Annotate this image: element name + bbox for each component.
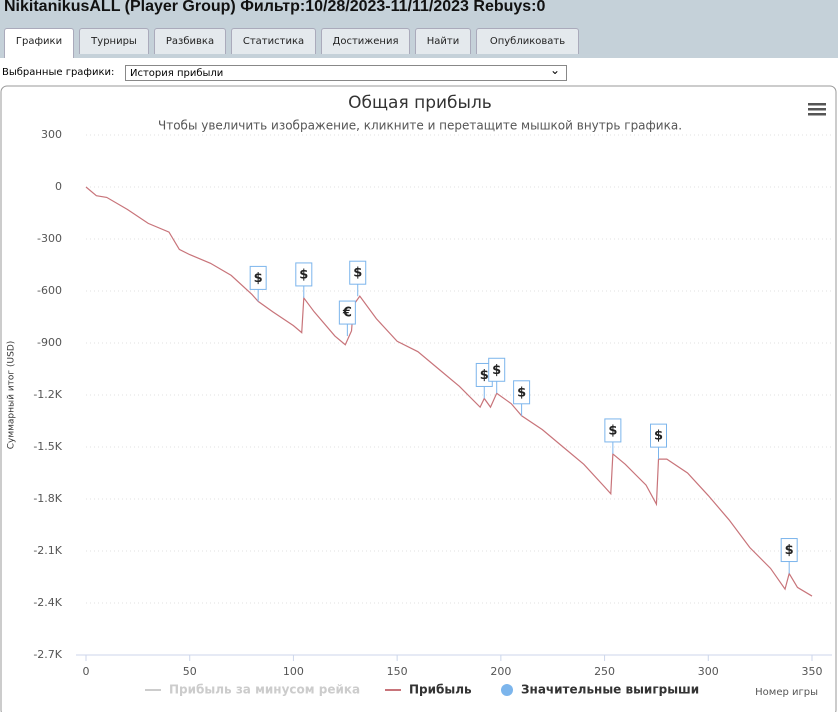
- header-title: NikitanikusALL (Player Group) Фильтр:10/…: [4, 0, 546, 15]
- y-tick-label: -2.1K: [33, 544, 62, 557]
- flag-label: $: [517, 385, 526, 400]
- flag-label: $: [492, 363, 501, 378]
- flag-label: $: [785, 543, 794, 558]
- menu-icon[interactable]: [808, 103, 826, 116]
- flag-box: [780, 538, 798, 563]
- tab[interactable]: Разбивка: [154, 28, 226, 54]
- flag-label: $: [299, 267, 308, 282]
- flag[interactable]: $: [295, 262, 313, 298]
- flag-box: [488, 357, 506, 382]
- profit-line: [85, 186, 813, 597]
- flag[interactable]: $: [604, 418, 622, 454]
- y-tick-label: -1.5K: [33, 440, 62, 453]
- flag-box: [349, 260, 367, 285]
- selector-label: Выбранные графики:: [2, 67, 115, 78]
- x-tick-label: 350: [802, 665, 823, 678]
- flag[interactable]: $: [488, 357, 506, 394]
- legend-label[interactable]: Прибыль: [409, 683, 472, 697]
- x-tick-label: 150: [387, 665, 408, 678]
- tab[interactable]: Найти: [415, 28, 471, 54]
- y-tick-label: 0: [55, 180, 62, 193]
- flag-label: $: [254, 271, 263, 286]
- chart-subtitle: Чтобы увеличить изображение, кликните и …: [158, 119, 682, 133]
- y-tick-label: -1.8K: [33, 492, 62, 505]
- y-axis-label: Суммарный итог (USD): [7, 341, 17, 450]
- tab[interactable]: Турниры: [79, 28, 149, 54]
- flag-label: $: [353, 266, 362, 281]
- x-tick-label: 50: [183, 665, 197, 678]
- flag[interactable]: $: [650, 423, 668, 460]
- tab[interactable]: Опубликовать: [476, 28, 579, 54]
- x-tick-label: 250: [594, 665, 615, 678]
- flag-box: [513, 380, 531, 405]
- flag[interactable]: $: [780, 538, 798, 574]
- y-tick-label: 300: [41, 128, 62, 141]
- tab[interactable]: Графики: [4, 28, 74, 58]
- flag-box: [338, 300, 356, 325]
- flag-label: $: [480, 368, 489, 383]
- y-tick-label: -300: [37, 232, 62, 245]
- flag-label: $: [608, 423, 617, 438]
- chart-frame: [0, 85, 837, 712]
- legend-label[interactable]: Значительные выигрыши: [521, 683, 699, 697]
- tab[interactable]: Достижения: [321, 28, 410, 54]
- x-tick-label: 300: [698, 665, 719, 678]
- flag[interactable]: $: [349, 260, 367, 297]
- flag[interactable]: $: [513, 380, 531, 416]
- y-tick-label: -900: [37, 336, 62, 349]
- flag-label: €: [342, 306, 352, 321]
- flag-label: $: [654, 429, 663, 444]
- legend-symbol: [501, 684, 513, 696]
- flag-box: [295, 262, 313, 287]
- flag-box: [650, 423, 668, 448]
- x-axis-label: Номер игры: [755, 687, 818, 698]
- y-tick-label: -2.4K: [33, 596, 62, 609]
- flag-box: [249, 265, 267, 290]
- flag[interactable]: €: [338, 300, 356, 337]
- chart-title: Общая прибыль: [348, 93, 492, 113]
- selector[interactable]: История прибыли: [125, 62, 567, 81]
- flag[interactable]: $: [249, 265, 267, 302]
- legend-label[interactable]: Прибыль за минусом рейка: [169, 683, 360, 697]
- y-tick-label: -600: [37, 284, 62, 297]
- x-tick-label: 100: [283, 665, 304, 678]
- y-tick-label: -2.7K: [33, 648, 62, 661]
- y-tick-label: -1.2K: [33, 388, 62, 401]
- tab[interactable]: Статистика: [231, 28, 316, 54]
- chart: Общая прибыль Чтобы увеличить изображени…: [0, 85, 837, 712]
- x-tick-label: 0: [83, 665, 90, 678]
- x-tick-label: 200: [490, 665, 511, 678]
- flag-box: [604, 418, 622, 443]
